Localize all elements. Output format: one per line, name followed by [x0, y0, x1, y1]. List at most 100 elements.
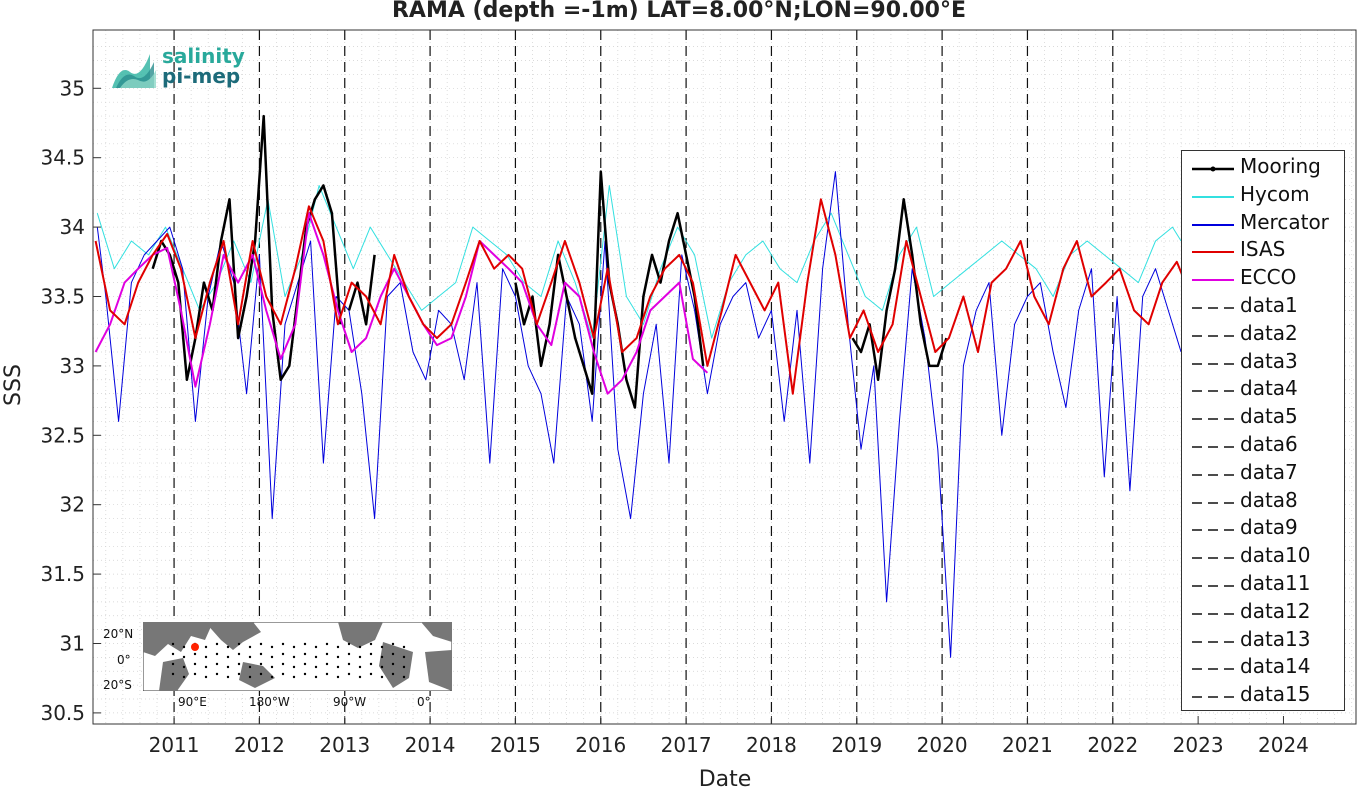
buoy-dot: [204, 675, 208, 679]
legend-swatch: [1192, 613, 1234, 615]
legend-item-data8: data8: [1182, 487, 1344, 515]
y-tick-label: 33: [60, 354, 85, 378]
buoy-dot: [336, 675, 340, 679]
buoy-dot: [237, 672, 241, 676]
legend-item-data12: data12: [1182, 598, 1344, 626]
buoy-dot: [226, 665, 230, 669]
x-tick-label: 2011: [149, 733, 200, 757]
buoy-dot: [281, 672, 285, 676]
x-tick-label: 2024: [1258, 733, 1309, 757]
legend-swatch: [1192, 279, 1234, 282]
buoy-dot: [171, 672, 175, 676]
buoy-dot: [347, 672, 351, 676]
legend-swatch: [1192, 529, 1234, 532]
legend-item-data7: data7: [1182, 459, 1344, 487]
buoy-dot: [270, 665, 274, 669]
legend-label: data7: [1240, 459, 1298, 484]
legend-label: data1: [1240, 293, 1298, 317]
legend-item-data9: data9: [1182, 514, 1344, 542]
legend-swatch: [1192, 501, 1234, 504]
y-tick-label: 30.5: [40, 701, 85, 725]
legend-item-data3: data3: [1182, 348, 1344, 376]
buoy-dot: [204, 655, 208, 659]
buoy-dot: [369, 642, 373, 646]
buoy-dot: [204, 665, 208, 669]
buoy-dot: [347, 642, 351, 646]
y-tick-label: 33.5: [40, 284, 85, 308]
legend-swatch: [1192, 640, 1234, 643]
legend-label: data11: [1240, 571, 1311, 595]
inset-lon-0: 0°: [417, 695, 431, 709]
buoy-dot: [391, 662, 395, 666]
legend-item-ecco: ECCO: [1182, 264, 1344, 292]
legend-item-data5: data5: [1182, 403, 1344, 431]
buoy-dot: [292, 665, 296, 669]
legend-item-data13: data13: [1182, 626, 1344, 654]
x-axis-label: Date: [699, 767, 752, 790]
buoy-dot: [303, 672, 307, 676]
legend-item-data2: data2: [1182, 320, 1344, 348]
x-tick-label: 2014: [405, 733, 456, 757]
logo-text-pimep: pi-mep: [162, 64, 241, 88]
legend-item-isas: ISAS: [1182, 236, 1344, 264]
buoy-dot: [215, 642, 219, 646]
buoy-dot: [380, 645, 384, 649]
buoy-dot: [369, 672, 373, 676]
buoy-dot: [303, 652, 307, 656]
x-tick-label: 2017: [661, 733, 712, 757]
buoy-dot: [248, 645, 252, 649]
legend-swatch: [1192, 585, 1234, 587]
buoy-dot: [259, 672, 263, 676]
legend-label: Mooring: [1240, 154, 1321, 178]
buoy-dot: [270, 645, 274, 649]
y-tick-label: 32.5: [40, 423, 85, 447]
legend-label: ECCO: [1240, 265, 1297, 290]
legend-item-data15: data15: [1182, 681, 1344, 709]
buoy-dot: [292, 675, 296, 679]
buoy-dot: [193, 652, 197, 656]
legend-label: data13: [1240, 626, 1311, 651]
y-tick-label: 35: [60, 76, 85, 100]
buoy-dot: [204, 645, 208, 649]
x-axis-ticks: 2011 2012 2013 2014 2015 2016 2017 2018 2019 2020…: [149, 716, 1309, 757]
buoy-dot: [171, 662, 175, 666]
buoy-dot: [292, 655, 296, 659]
buoy-dot: [303, 642, 307, 646]
legend-swatch: [1192, 223, 1234, 226]
inset-lon-90e: 90°E: [178, 695, 207, 709]
buoy-dot: [270, 675, 274, 679]
legend-label: data8: [1240, 487, 1298, 512]
legend-label: data4: [1240, 376, 1298, 401]
buoy-dot: [391, 642, 395, 646]
data-series: [94, 114, 1187, 658]
buoy-dot: [193, 672, 197, 676]
buoy-dot: [380, 665, 384, 669]
buoy-dot: [358, 645, 362, 649]
x-tick-label: 2015: [490, 733, 541, 757]
buoy-dot: [369, 652, 373, 656]
legend-swatch: [1192, 362, 1234, 365]
legend-swatch: [1192, 195, 1234, 198]
x-tick-label: 2018: [746, 733, 797, 757]
buoy-dot: [347, 662, 351, 666]
buoy-dot: [369, 662, 373, 666]
x-tick-label: 2023: [1173, 733, 1224, 757]
legend-label: data2: [1240, 320, 1298, 345]
legend-swatch: [1192, 390, 1234, 393]
buoy-dot: [325, 672, 329, 676]
buoy-dot: [215, 652, 219, 656]
y-tick-label: 32: [60, 493, 85, 517]
buoy-dot: [248, 675, 252, 679]
chart-legend: Mooring Hycom Mercator ISAS ECCO data1 data2 da…: [1181, 150, 1345, 711]
buoy-dot: [336, 665, 340, 669]
y-tick-label: 34.5: [40, 146, 85, 170]
buoy-dot: [358, 665, 362, 669]
inset-lat-20s: 20°S: [103, 678, 132, 692]
dashed-year-lines: [173, 30, 1114, 724]
buoy-dot: [182, 645, 186, 649]
buoy-dot: [358, 655, 362, 659]
buoy-dot: [171, 642, 175, 646]
legend-swatch: [1192, 307, 1234, 309]
x-tick-label: 2019: [831, 733, 882, 757]
buoy-dot: [325, 642, 329, 646]
